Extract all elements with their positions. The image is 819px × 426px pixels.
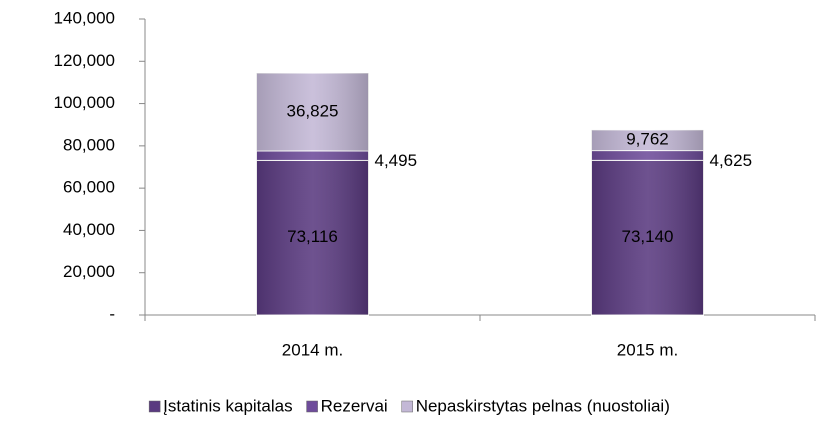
y-tick-label: 60,000 [63,178,115,197]
bar-shade [591,160,704,315]
y-tick-label: 40,000 [63,220,115,239]
bar-shade [256,73,369,151]
legend-marker [401,400,413,413]
y-tick-label: 80,000 [63,135,115,154]
y-tick-label: 120,000 [54,51,115,70]
bar-shade [256,150,369,161]
value-label: 9,762 [626,130,669,149]
value-label: 73,140 [622,227,674,246]
value-label: 36,825 [287,101,339,120]
y-tick-label: - [109,304,115,323]
value-label: 73,116 [287,227,338,246]
legend-label: Nepaskirstytas pelnas (nuostoliai) [416,396,670,415]
y-tick-label: 140,000 [54,8,115,27]
x-tick-label: 2015 m. [617,340,678,359]
value-label: 4,495 [375,151,418,170]
legend-marker [148,400,161,413]
bar-shade [591,150,704,161]
y-tick-label: 20,000 [63,262,115,281]
value-label: 4,625 [710,151,753,170]
legend-label: Įstatinis kapitalas [163,396,292,415]
bar-shade [591,129,704,151]
legend-label: Rezervai [321,396,388,415]
x-tick-label: 2014 m. [282,340,343,359]
bar-shade [256,160,369,315]
legend-marker [306,400,318,413]
y-tick-label: 100,000 [54,93,115,112]
